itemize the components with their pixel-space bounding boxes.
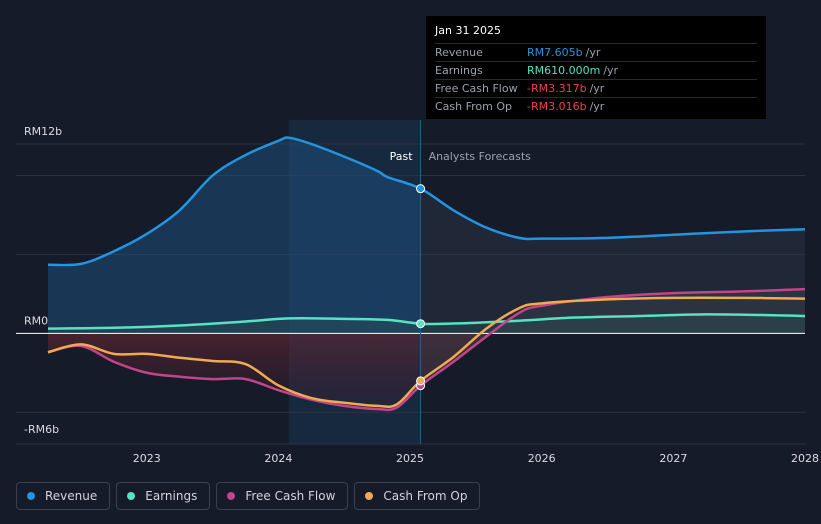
legend: Revenue Earnings Free Cash Flow Cash Fro… <box>16 482 481 510</box>
tooltip-label: Cash From Op <box>435 100 513 113</box>
legend-label: Cash From Op <box>383 489 468 503</box>
x-tick-label: 2026 <box>528 452 556 465</box>
legend-label: Earnings <box>145 489 198 503</box>
legend-label: Revenue <box>45 489 98 503</box>
tooltip-unit: /yr <box>585 46 601 59</box>
tooltip-label: Free Cash Flow <box>435 82 518 95</box>
legend-label: Free Cash Flow <box>245 489 336 503</box>
tooltip-value: -RM3.317b <box>527 82 587 95</box>
legend-dot-icon <box>365 492 374 500</box>
earnings-area <box>48 314 805 334</box>
x-tick-label: 2024 <box>264 452 292 465</box>
tooltip-value: RM610.000m <box>527 64 601 77</box>
x-tick-label: 2023 <box>133 452 161 465</box>
legend-item-earnings[interactable]: Earnings <box>116 482 211 510</box>
revenue-area-past <box>48 137 421 334</box>
y-axis-label: RM12b <box>24 125 62 138</box>
tooltip-row-free-cash-flow: Free Cash Flow -RM3.317b /yr <box>435 79 757 97</box>
tooltip-label: Revenue <box>435 46 483 59</box>
x-tick-label: 2025 <box>396 452 424 465</box>
legend-dot-icon <box>127 492 136 500</box>
legend-item-revenue[interactable]: Revenue <box>16 482 111 510</box>
tooltip-unit: /yr <box>603 64 619 77</box>
tooltip-row-revenue: Revenue RM7.605b /yr <box>435 43 757 61</box>
y-axis-label: RM0 <box>24 314 48 327</box>
cash-flow-negative-area <box>48 333 491 410</box>
tooltip: Jan 31 2025 Revenue RM7.605b /yr Earning… <box>426 16 766 119</box>
tooltip-row-earnings: Earnings RM610.000m /yr <box>435 61 757 79</box>
tooltip-unit: /yr <box>589 100 605 113</box>
legend-dot-icon <box>227 492 236 500</box>
tooltip-date: Jan 31 2025 <box>435 24 501 37</box>
free-cash-flow-line <box>47 287 806 412</box>
tooltip-unit: /yr <box>589 82 605 95</box>
legend-dot-icon <box>27 492 35 500</box>
tooltip-value: -RM3.016b <box>527 100 587 113</box>
past-label: Past <box>390 150 414 163</box>
tooltip-row-cash-from-op: Cash From Op -RM3.016b /yr <box>435 97 757 115</box>
y-axis-label: -RM6b <box>24 423 59 436</box>
x-tick-label: 2028 <box>791 452 819 465</box>
revenue-line <box>47 136 806 267</box>
tooltip-value: RM7.605b <box>527 46 583 59</box>
revenue-marker <box>416 184 426 194</box>
legend-item-free-cash-flow[interactable]: Free Cash Flow <box>216 482 349 510</box>
legend-item-cash-from-op[interactable]: Cash From Op <box>354 482 481 510</box>
forecast-label: Analysts Forecasts <box>429 150 532 163</box>
x-tick-label: 2027 <box>659 452 687 465</box>
cash-from-op-marker <box>416 376 426 386</box>
tooltip-label: Earnings <box>435 64 483 77</box>
earnings-marker <box>416 319 426 329</box>
cash-from-op-line <box>47 296 806 409</box>
